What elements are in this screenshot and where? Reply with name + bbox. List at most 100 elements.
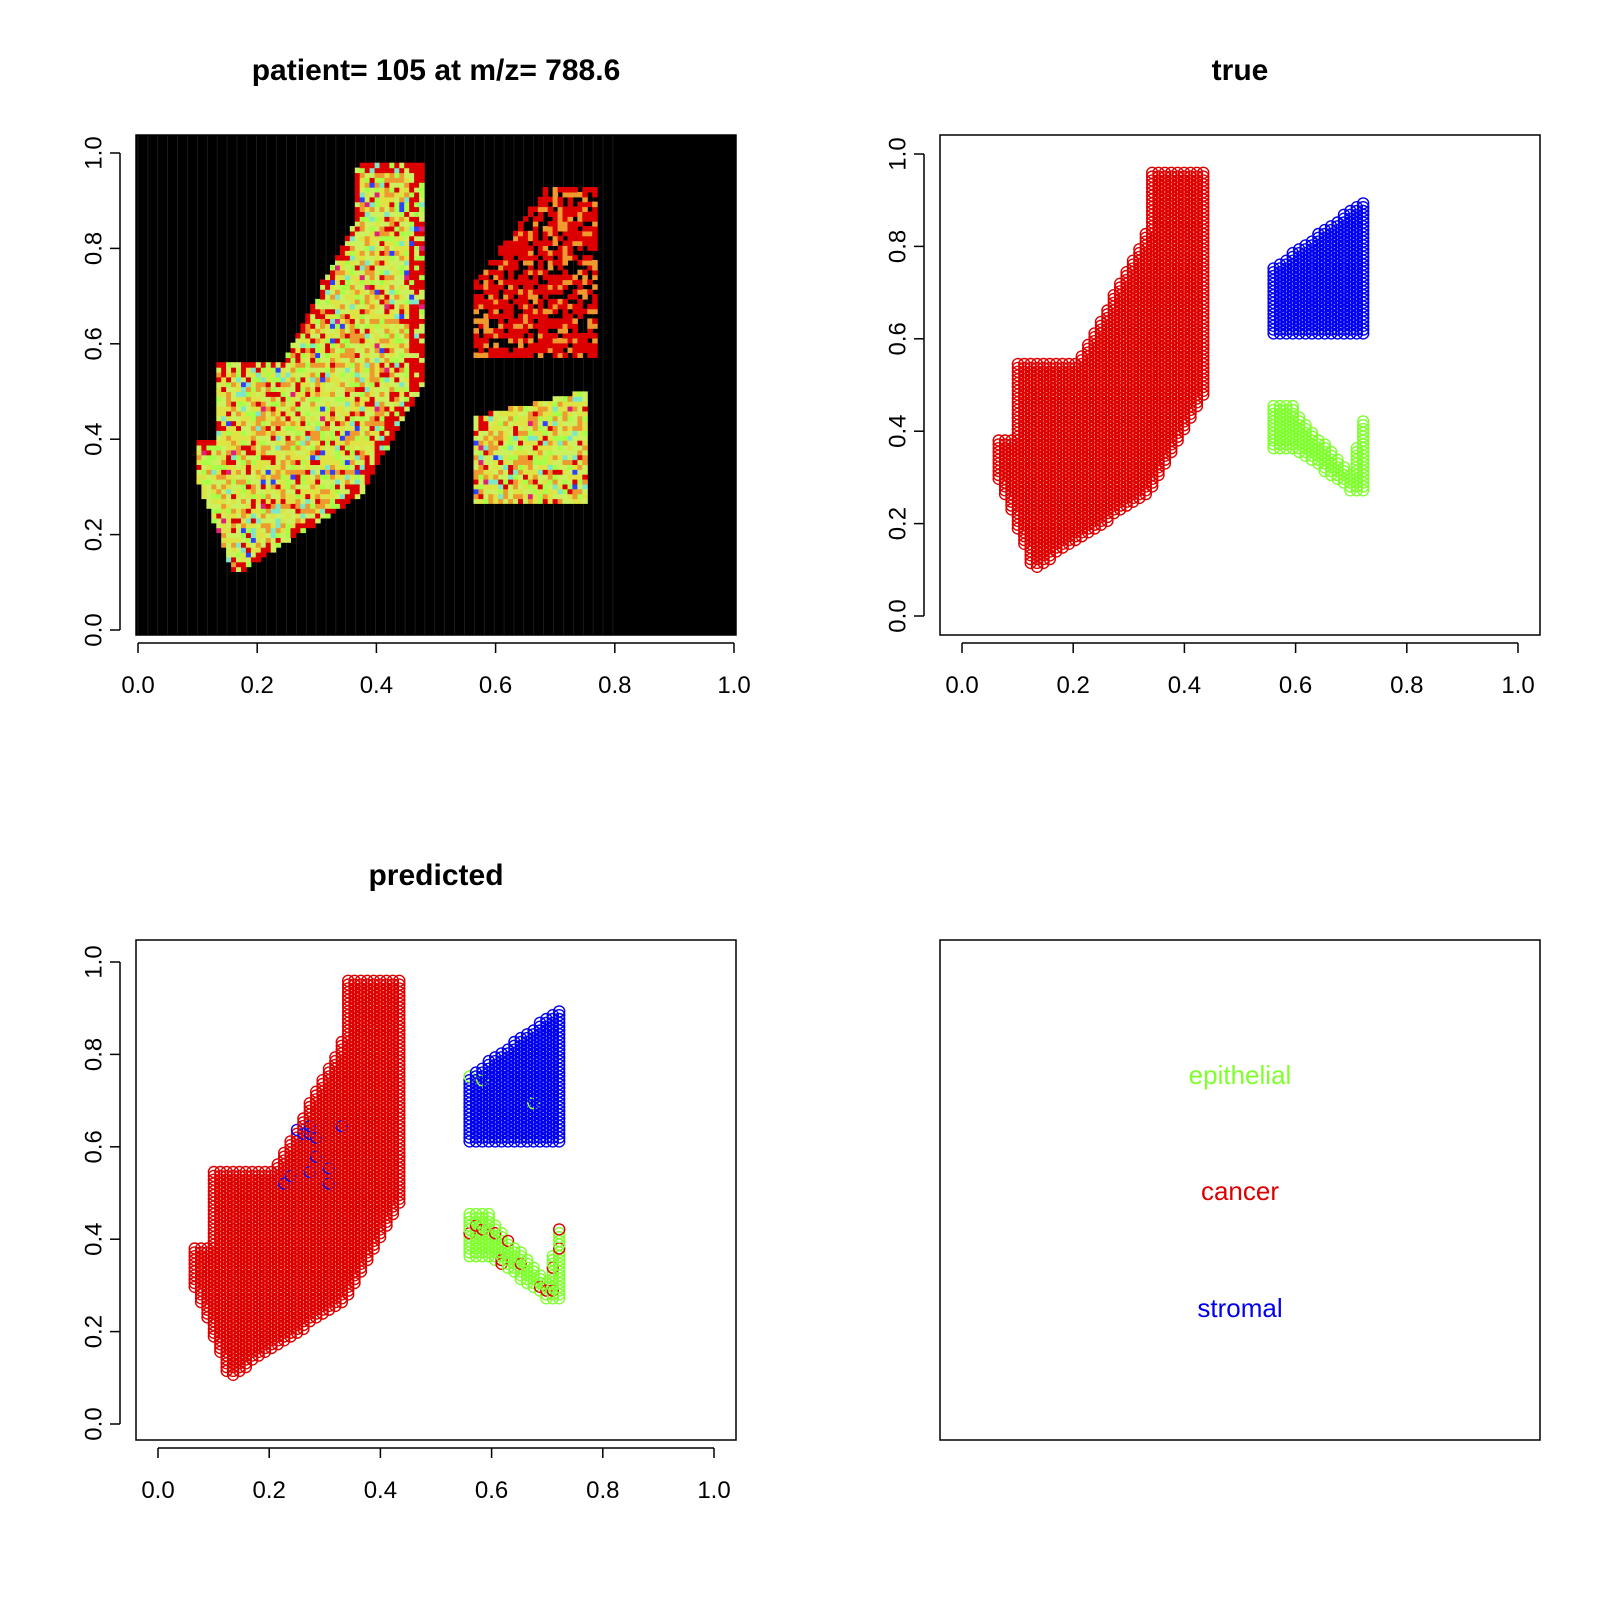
heatmap-cell	[310, 357, 316, 363]
heatmap-cell	[562, 420, 568, 427]
intensity-heatmap-panel: patient= 105 at m/z= 788.6 0.00.00.20.20…	[81, 54, 751, 699]
heatmap-cell	[557, 226, 564, 232]
heatmap-cell	[250, 483, 257, 490]
heatmap-cell	[310, 381, 316, 388]
heatmap-cell	[518, 464, 524, 470]
heatmap-cell	[503, 469, 509, 475]
heatmap-cell	[330, 357, 336, 363]
heatmap-cell	[567, 444, 573, 451]
heatmap-cell	[389, 347, 395, 354]
heatmap-cell	[523, 308, 529, 315]
heatmap-cell	[513, 264, 519, 271]
heatmap-cell	[349, 269, 356, 276]
heatmap-cell	[374, 420, 381, 427]
heatmap-cell	[572, 294, 578, 300]
heatmap-cell	[300, 410, 306, 417]
heatmap-cell	[231, 513, 237, 519]
heatmap-cell	[394, 328, 400, 334]
heatmap-cell	[226, 503, 232, 509]
heatmap-cell	[542, 328, 549, 334]
heatmap-cell	[275, 425, 282, 431]
heatmap-cell	[255, 449, 262, 456]
heatmap-cell	[577, 191, 583, 198]
heatmap-cell	[389, 342, 395, 349]
heatmap-cell	[562, 240, 568, 246]
heatmap-cell	[275, 537, 282, 543]
heatmap-cell	[226, 498, 232, 504]
heatmap-cell	[572, 318, 578, 324]
heatmap-cell	[567, 459, 573, 465]
heatmap-cell	[552, 308, 559, 315]
heatmap-cell	[369, 469, 376, 475]
heatmap-cell	[226, 410, 232, 417]
heatmap-cell	[320, 483, 326, 490]
heatmap-cell	[354, 201, 361, 208]
heatmap-cell	[513, 250, 519, 256]
heatmap-cell	[379, 162, 385, 169]
heatmap-cell	[364, 435, 371, 441]
heatmap-cell	[562, 454, 568, 461]
heatmap-cell	[221, 362, 227, 368]
heatmap-cell	[241, 425, 247, 431]
heatmap-cell	[384, 410, 390, 417]
heatmap-cell	[384, 347, 390, 354]
point-cancer	[1165, 174, 1178, 187]
heatmap-cell	[577, 230, 583, 237]
heatmap-cell	[339, 469, 346, 475]
heatmap-cell	[359, 479, 366, 485]
heatmap-cell	[399, 357, 405, 363]
heatmap-cell	[315, 474, 321, 480]
heatmap-cell	[221, 435, 227, 441]
heatmap-cell	[552, 498, 559, 504]
heatmap-cell	[330, 318, 336, 324]
heatmap-cell	[374, 289, 381, 295]
heatmap-cell	[562, 298, 568, 305]
heatmap-cell	[260, 430, 267, 436]
heatmap-cell	[354, 211, 361, 217]
heatmap-cell	[523, 313, 529, 319]
heatmap-cell	[315, 517, 321, 524]
heatmap-cell	[532, 430, 539, 436]
heatmap-cell	[270, 430, 277, 436]
heatmap-cell	[394, 177, 400, 183]
intensity-x-tick-label: 0.0	[121, 672, 154, 699]
heatmap-cell	[226, 362, 232, 368]
heatmap-cell	[354, 435, 361, 441]
heatmap-cell	[250, 362, 257, 368]
heatmap-cell	[364, 342, 371, 349]
heatmap-cell	[369, 376, 376, 383]
heatmap-cell	[532, 483, 539, 490]
heatmap-cell	[295, 454, 301, 461]
heatmap-cell	[325, 435, 331, 441]
heatmap-cell	[265, 444, 272, 451]
heatmap-cell	[260, 396, 267, 402]
heatmap-cell	[270, 479, 277, 485]
heatmap-cell	[265, 415, 272, 422]
heatmap-cell	[404, 396, 410, 402]
heatmap-cell	[537, 206, 544, 212]
heatmap-cell	[330, 401, 336, 407]
heatmap-cell	[221, 513, 227, 519]
heatmap-cell	[349, 401, 356, 407]
heatmap-cell	[592, 260, 598, 266]
heatmap-cell	[532, 415, 539, 422]
true-points	[992, 166, 1370, 573]
heatmap-cell	[557, 469, 564, 475]
heatmap-cell	[236, 556, 242, 563]
heatmap-cell	[231, 488, 237, 495]
heatmap-cell	[537, 479, 544, 485]
heatmap-cell	[577, 284, 583, 290]
heatmap-cell	[231, 381, 237, 388]
heatmap-cell	[532, 449, 539, 456]
heatmap-cell	[339, 376, 346, 383]
heatmap-cell	[547, 479, 554, 485]
heatmap-cell	[330, 410, 336, 417]
heatmap-cell	[344, 357, 351, 363]
heatmap-cell	[488, 284, 494, 290]
heatmap-cell	[399, 367, 405, 373]
heatmap-cell	[315, 420, 321, 427]
heatmap-cell	[394, 371, 400, 378]
heatmap-cell	[389, 162, 395, 169]
heatmap-cell	[211, 498, 217, 504]
heatmap-cell	[478, 303, 484, 310]
